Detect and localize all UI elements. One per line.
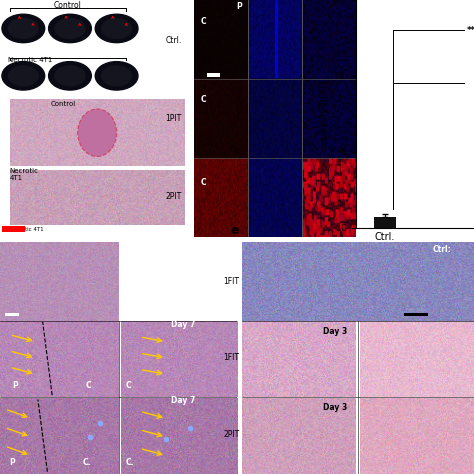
Bar — [5, 312, 19, 316]
Ellipse shape — [9, 66, 38, 86]
Text: C: C — [126, 381, 131, 390]
Text: Necrotic
4T1: Necrotic 4T1 — [9, 168, 39, 181]
Text: C: C — [201, 17, 206, 26]
Text: P: P — [12, 381, 18, 390]
Text: **: ** — [466, 26, 474, 35]
Text: P: P — [236, 2, 242, 11]
Text: 2PIT: 2PIT — [165, 192, 182, 201]
Text: Ctrl.: Ctrl. — [165, 36, 182, 45]
Circle shape — [78, 109, 117, 156]
Text: Necrotic 4T1: Necrotic 4T1 — [8, 57, 52, 63]
Ellipse shape — [101, 18, 132, 38]
Text: e: e — [230, 224, 238, 237]
Bar — [2, 227, 25, 232]
Ellipse shape — [95, 62, 138, 90]
Ellipse shape — [55, 66, 85, 86]
Text: C.: C. — [83, 458, 91, 467]
Text: 2PIT: 2PIT — [223, 430, 239, 439]
Text: C: C — [201, 95, 206, 104]
Text: Control: Control — [51, 101, 76, 107]
Text: C: C — [85, 381, 91, 390]
Text: C.: C. — [126, 458, 134, 467]
Ellipse shape — [48, 62, 91, 90]
Ellipse shape — [101, 66, 132, 86]
Text: 1FIT: 1FIT — [223, 277, 239, 286]
Ellipse shape — [55, 18, 85, 38]
Text: 1PIT: 1PIT — [165, 114, 182, 123]
Bar — [374, 217, 396, 228]
Ellipse shape — [48, 14, 91, 43]
Ellipse shape — [2, 14, 45, 43]
Bar — [404, 312, 428, 316]
Ellipse shape — [95, 14, 138, 43]
Text: 1FIT: 1FIT — [223, 354, 239, 362]
Text: Day 7: Day 7 — [171, 319, 195, 328]
Y-axis label: Intensity (IOD): Intensity (IOD) — [320, 81, 329, 147]
Text: tic 4T1: tic 4T1 — [25, 227, 44, 232]
Ellipse shape — [2, 62, 45, 90]
Text: C: C — [201, 178, 206, 187]
Text: P: P — [9, 458, 15, 467]
Text: Day 7: Day 7 — [171, 396, 195, 405]
Text: Control: Control — [54, 1, 82, 10]
Text: Day 3: Day 3 — [323, 403, 347, 412]
Text: Ctrl:: Ctrl: — [432, 245, 451, 254]
Ellipse shape — [9, 18, 38, 38]
Bar — [207, 73, 220, 77]
Text: Day 3: Day 3 — [323, 327, 347, 336]
